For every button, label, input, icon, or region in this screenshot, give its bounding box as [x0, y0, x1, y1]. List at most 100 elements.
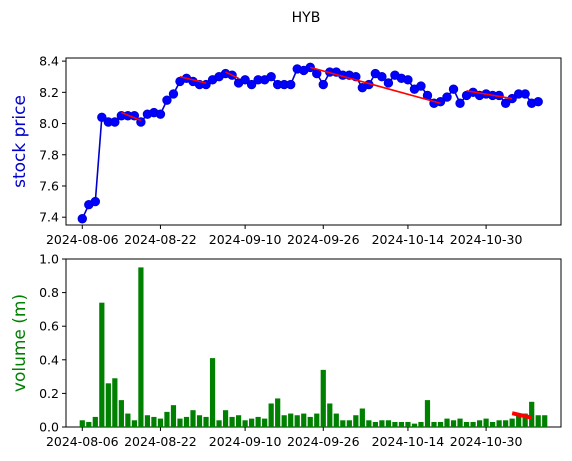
volume-bar — [131, 420, 137, 427]
volume-bar — [411, 423, 418, 427]
volume-bar — [170, 405, 177, 427]
price-point — [403, 75, 413, 85]
volume-bar — [196, 415, 203, 427]
volume-bar — [476, 420, 483, 427]
volume-bar — [463, 421, 470, 427]
volume-bar — [144, 415, 151, 427]
volume-bar — [346, 420, 352, 427]
volume-bar — [294, 415, 300, 427]
price-point — [533, 97, 543, 107]
price-y-axis-label: stock price — [10, 95, 30, 188]
price-point — [97, 112, 107, 123]
volume-y-axis-label: volume (m) — [10, 294, 30, 392]
price-trend-line — [466, 89, 513, 100]
price-point — [520, 89, 530, 99]
price-xtick-label: 2024-08-22 — [124, 232, 197, 247]
volume-bar — [392, 421, 398, 427]
volume-bar — [385, 420, 392, 427]
price-ytick-label: 7.8 — [39, 147, 59, 162]
volume-bar — [151, 416, 157, 427]
volume-bar — [418, 421, 424, 427]
price-point — [416, 81, 426, 91]
volume-xtick-label: 2024-08-06 — [46, 434, 119, 449]
volume-bar — [437, 421, 444, 427]
price-ytick-label: 7.4 — [39, 210, 59, 225]
volume-bar — [535, 415, 541, 427]
price-point — [90, 196, 101, 207]
price-point — [377, 72, 387, 82]
volume-bar — [340, 420, 346, 427]
price-ytick-label: 8.2 — [39, 85, 59, 100]
volume-bar — [496, 420, 502, 427]
price-xtick-label: 2024-08-06 — [46, 232, 119, 247]
volume-ytick-label: 0.2 — [39, 386, 59, 401]
price-ytick-label: 8.4 — [39, 54, 59, 69]
price-ytick-label: 7.6 — [39, 178, 59, 193]
price-ytick-label: 8.0 — [39, 116, 59, 131]
volume-bar — [105, 383, 111, 427]
price-point — [266, 72, 276, 82]
volume-bar — [235, 415, 242, 427]
price-point — [77, 214, 87, 224]
price-xtick-label: 2024-09-26 — [287, 232, 360, 247]
volume-bar — [288, 413, 294, 427]
volume-bar — [222, 410, 229, 427]
volume-bar — [229, 416, 235, 427]
volume-bar — [301, 413, 307, 427]
volume-bar — [320, 369, 326, 427]
volume-bar — [483, 418, 489, 427]
volume-bar — [281, 415, 287, 427]
volume-bar — [177, 418, 183, 427]
volume-bar — [138, 267, 144, 427]
volume-bar — [457, 418, 463, 427]
volume-bar — [405, 421, 411, 427]
volume-bar — [490, 421, 496, 427]
volume-bar — [157, 418, 164, 427]
volume-bar — [359, 408, 365, 427]
price-xtick-label: 2024-10-14 — [372, 232, 445, 247]
volume-xtick-label: 2024-08-22 — [124, 434, 197, 449]
volume-bar — [190, 410, 196, 427]
volume-bar — [249, 418, 255, 427]
volume-ytick-label: 0.4 — [39, 352, 59, 367]
volume-ytick-label: 0.8 — [39, 285, 59, 300]
volume-xtick-label: 2024-10-14 — [372, 434, 445, 449]
volume-bar — [522, 413, 528, 427]
price-point — [286, 79, 296, 90]
volume-ytick-label: 0.0 — [39, 420, 59, 435]
price-point — [448, 84, 459, 94]
volume-bar — [470, 421, 476, 427]
volume-bar — [379, 420, 385, 427]
price-y-ticks: 7.4 7.6 7.8 8.0 8.2 8.4 — [39, 54, 66, 225]
price-point — [162, 95, 172, 105]
volume-bar — [92, 416, 98, 427]
price-point — [246, 79, 257, 90]
price-point — [155, 109, 166, 119]
price-point — [383, 78, 394, 88]
volume-bar — [327, 403, 333, 427]
price-xtick-label: 2024-09-10 — [209, 232, 282, 247]
chart-title: HYB — [292, 10, 321, 26]
price-point — [318, 79, 328, 90]
volume-bar — [99, 302, 105, 427]
volume-bars — [79, 267, 548, 427]
price-point — [240, 75, 250, 85]
price-x-ticks: 2024-08-06 2024-08-22 2024-09-10 2024-09-26… — [46, 225, 522, 247]
volume-bar — [450, 420, 457, 427]
volume-bar — [209, 358, 216, 427]
volume-panel: 0.00.20.40.60.81.0 2024-08-06 2024-08-22 2… — [10, 252, 562, 449]
price-point — [442, 92, 452, 102]
volume-xtick-label: 2024-09-26 — [287, 434, 360, 449]
volume-bar — [431, 421, 437, 427]
price-series — [77, 62, 543, 224]
price-panel: 7.47.67.88.08.28.4 2024-08-06 2024-08-22 2… — [10, 54, 562, 247]
volume-x-ticks: 2024-08-06 2024-08-22 2024-09-10 2024-09-26… — [46, 427, 522, 449]
price-point — [110, 117, 120, 127]
price-axes-frame — [65, 57, 562, 226]
volume-bar — [542, 415, 548, 427]
volume-bar — [183, 416, 190, 427]
volume-bar — [509, 418, 515, 427]
volume-bar — [216, 420, 222, 427]
volume-bar — [366, 420, 372, 427]
price-trend-line — [121, 111, 142, 122]
